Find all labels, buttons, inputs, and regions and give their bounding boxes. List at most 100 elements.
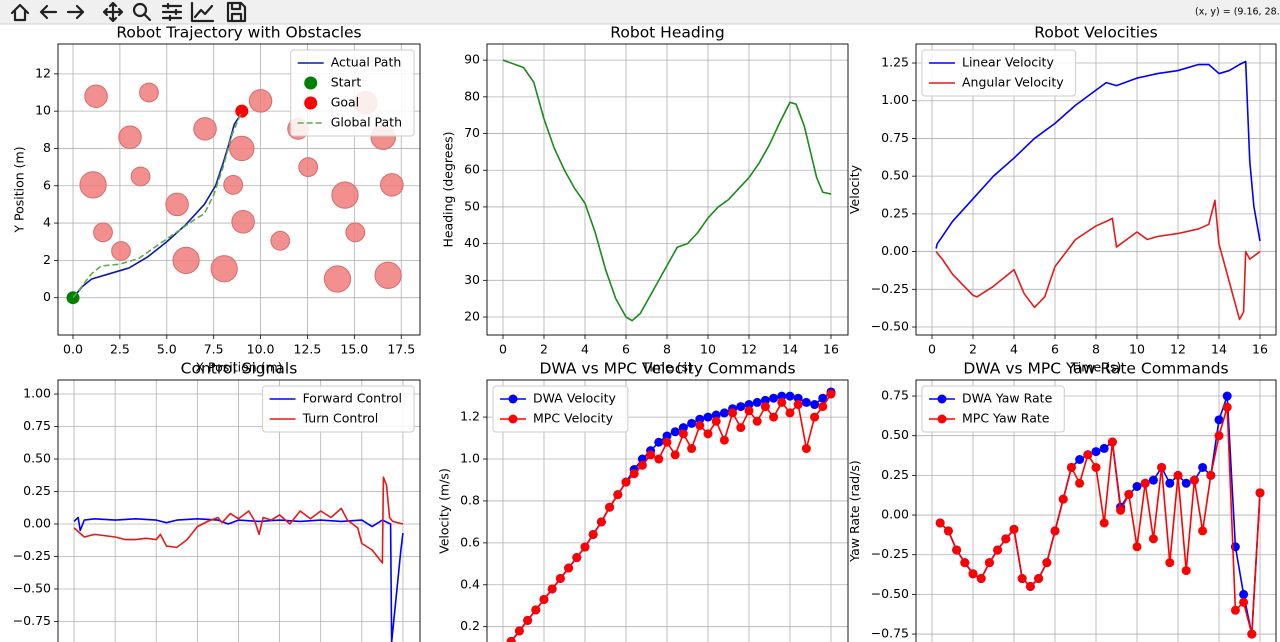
y-tick-label: 0.50	[881, 168, 909, 183]
obstacle	[130, 166, 151, 187]
data-marker	[769, 412, 779, 422]
legend-box	[921, 49, 1077, 97]
y-tick-label: 20	[464, 309, 480, 324]
data-marker	[1148, 475, 1158, 485]
y-tick-label: 40	[464, 235, 480, 250]
series-line	[502, 59, 832, 322]
data-marker	[793, 400, 803, 410]
legend: DWA Yaw Rate MPC Yaw Rate	[921, 385, 1065, 433]
y-axis-label: Heading (degrees)	[441, 131, 456, 247]
data-marker	[539, 594, 549, 604]
x-tick-label: 16	[1252, 342, 1268, 357]
plot-area	[935, 391, 1265, 639]
y-tick-label: 8	[43, 140, 51, 155]
chart-title: DWA vs MPC Velocity Commands	[539, 360, 795, 378]
data-marker	[1017, 574, 1027, 584]
data-marker	[719, 408, 729, 418]
legend-label: Global Path	[331, 115, 402, 130]
x-tick-label: 12	[1170, 342, 1186, 357]
forward-button[interactable]	[66, 4, 85, 20]
data-marker	[580, 542, 590, 552]
chart-title: Robot Heading	[610, 24, 724, 42]
chart-title: Robot Velocities	[1034, 24, 1157, 42]
data-marker	[1181, 478, 1191, 488]
data-marker	[1091, 462, 1101, 472]
home-button[interactable]	[10, 3, 30, 22]
data-marker	[621, 477, 631, 487]
legend-label: Forward Control	[303, 391, 402, 406]
data-marker	[777, 391, 787, 401]
data-marker	[1050, 526, 1060, 536]
save-button[interactable]	[226, 1, 247, 23]
data-marker	[514, 626, 524, 636]
y-tick-label: 4	[43, 215, 51, 230]
obstacle	[172, 246, 200, 275]
legend-label: Turn Control	[302, 411, 379, 426]
back-button[interactable]	[39, 4, 58, 20]
obstacle	[93, 222, 113, 243]
obstacle	[231, 210, 255, 234]
legend-label: DWA Yaw Rate	[962, 391, 1053, 406]
data-marker	[760, 402, 770, 412]
legend-label: MPC Yaw Rate	[962, 411, 1050, 426]
data-marker	[564, 563, 574, 573]
obstacle	[165, 192, 189, 217]
data-marker	[687, 418, 697, 428]
data-marker	[687, 444, 697, 454]
data-marker	[952, 545, 962, 555]
data-marker	[1132, 542, 1142, 552]
chart-title: DWA vs MPC Yaw Rate Commands	[963, 360, 1228, 378]
obstacle	[331, 181, 359, 209]
data-marker	[1009, 524, 1019, 534]
data-marker	[613, 490, 623, 500]
legend-swatch	[304, 96, 318, 110]
y-tick-label: 0.50	[881, 427, 909, 442]
y-tick-label: −0.50	[871, 319, 909, 334]
y-tick-label: 0.25	[881, 467, 909, 482]
series-line	[935, 199, 1261, 321]
obstacle	[118, 125, 142, 150]
legend-label: Goal	[331, 95, 359, 110]
legend-swatch	[508, 414, 518, 424]
y-tick-label: 0.00	[881, 243, 909, 258]
y-tick-label: 50	[464, 198, 480, 213]
configure-button[interactable]	[161, 2, 183, 22]
data-marker	[1034, 574, 1044, 584]
y-tick-label: 0.75	[881, 130, 909, 145]
y-tick-label: 70	[464, 125, 480, 140]
obstacle	[229, 135, 255, 162]
data-marker	[984, 558, 994, 568]
data-marker	[1075, 455, 1085, 465]
y-axis-label: Y Position (m)	[12, 146, 27, 233]
y-tick-label: 1.25	[881, 55, 909, 70]
data-marker	[1025, 581, 1035, 591]
data-marker	[1124, 489, 1134, 499]
data-marker	[1198, 462, 1208, 472]
legend-label: MPC Velocity	[533, 411, 614, 426]
legend-box	[290, 49, 415, 137]
y-tick-label: 0.25	[23, 483, 51, 498]
x-tick-label: 5.0	[157, 342, 177, 357]
data-marker	[1083, 450, 1093, 460]
data-marker	[1222, 391, 1232, 401]
y-tick-label: 0.50	[23, 451, 51, 466]
data-marker	[662, 437, 672, 447]
data-marker	[960, 558, 970, 568]
y-tick-label: 60	[464, 162, 480, 177]
data-marker	[531, 605, 541, 615]
plot-area	[502, 59, 832, 322]
legend-label: DWA Velocity	[533, 391, 616, 406]
zoom-button[interactable]	[132, 2, 152, 22]
x-tick-label: 17.5	[387, 342, 415, 357]
pan-button[interactable]	[102, 1, 124, 23]
y-tick-label: 0.75	[23, 418, 51, 433]
data-marker	[547, 584, 557, 594]
legend: Actual Path Start Goal Global Path	[290, 49, 415, 137]
data-marker	[670, 450, 680, 460]
series-line	[935, 60, 1261, 249]
data-marker	[744, 406, 754, 416]
data-marker	[506, 636, 516, 642]
y-tick-label: 0.25	[881, 205, 909, 220]
edit-axis-button[interactable]	[190, 1, 215, 23]
